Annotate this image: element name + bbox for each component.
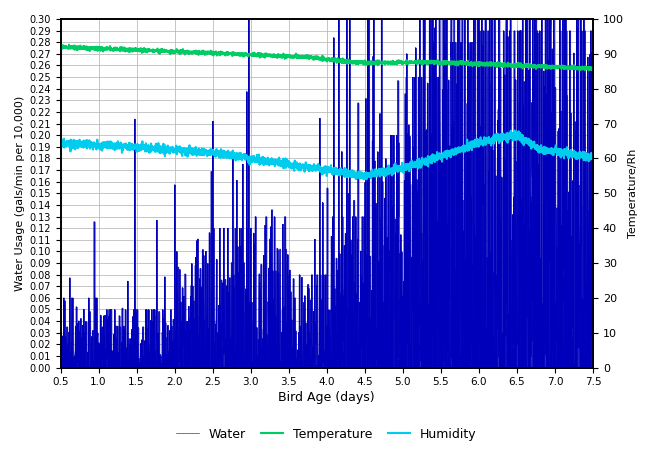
Humidity [149,148,157,153]
Water [118,365,125,370]
Water [149,365,157,370]
Temperature [589,66,597,71]
Temperature [284,53,292,59]
Temperature [261,51,269,56]
Humidity [589,154,597,159]
Humidity [261,156,268,162]
X-axis label: Bird Age (days): Bird Age (days) [278,391,375,405]
Line: Humidity: Humidity [61,130,593,179]
Water [589,261,597,267]
Y-axis label: Temperature/Rh: Temperature/Rh [628,148,638,238]
Legend: Water, Temperature, Humidity: Water, Temperature, Humidity [172,424,481,445]
Temperature [57,46,65,51]
Temperature [575,68,583,73]
Line: Temperature: Temperature [61,45,593,70]
Temperature [579,67,587,72]
Humidity [511,128,518,133]
Humidity [57,141,65,147]
Humidity [118,143,125,148]
Water [57,365,65,370]
Temperature [149,48,157,54]
Water [261,316,269,322]
Humidity [579,153,587,159]
Humidity [362,177,370,182]
Humidity [284,164,292,169]
Water [57,363,65,368]
Temperature [522,64,530,69]
Temperature [65,42,73,47]
Water [579,365,587,370]
Water [284,365,292,370]
Line: Water: Water [61,19,593,368]
Temperature [118,46,125,51]
Humidity [522,138,530,143]
Y-axis label: Water Usage (gals/min per 10,000): Water Usage (gals/min per 10,000) [15,96,25,291]
Water [245,16,253,22]
Water [522,28,530,33]
